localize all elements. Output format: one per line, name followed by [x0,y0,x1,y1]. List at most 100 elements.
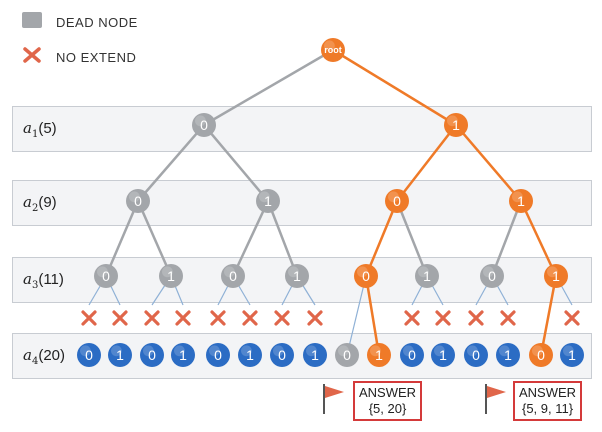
tree-node-l2: 1 [509,189,533,213]
tree-node-l4: 1 [303,343,327,367]
level-label-a4: a4(20) [23,346,66,367]
cross-icon [175,310,191,326]
svg-text:1: 1 [246,347,254,363]
tree-edge [203,124,269,202]
cross-icon [307,310,323,326]
svg-text:1: 1 [311,347,319,363]
tree-node-l4: 1 [560,343,584,367]
root-node: root [321,38,345,62]
tree-node-l4: 0 [270,343,294,367]
svg-text:1: 1 [517,193,525,209]
cross-icon [112,310,128,326]
tree-edge [266,200,299,277]
tree-node-l3: 0 [94,264,118,288]
tree-node-l4: 1 [496,343,520,367]
tree-node-l4: 0 [400,343,424,367]
legend-dead-node: DEAD NODE [22,12,138,32]
level-band-a2: a2(9) [12,180,592,226]
tree-node-l4: 1 [367,343,391,367]
svg-text:0: 0 [134,193,142,209]
tree-edge [395,200,429,277]
answer-1-set: {5, 20} [368,401,407,416]
tree-node-l2: 0 [126,189,150,213]
cross-icon [81,310,97,326]
tree-node-l4: 0 [206,343,230,367]
legend-no-extend: NO EXTEND [22,46,136,68]
svg-text:1: 1 [504,347,512,363]
level-label-a3: a3(11) [23,270,64,291]
tree-edge [104,200,140,277]
svg-text:0: 0 [278,347,286,363]
answer-1-title: ANSWER [359,385,417,400]
tree-node-l4: 1 [171,343,195,367]
legend-no-extend-label: NO EXTEND [56,49,137,65]
tree-node-l4: 1 [431,343,455,367]
svg-text:1: 1 [568,347,576,363]
svg-text:0: 0 [102,268,110,284]
cross-icon [242,310,258,326]
tree-node-l1: 0 [192,113,216,137]
cross-icon [404,310,420,326]
flag-icon [320,382,346,420]
tree-edge [396,124,457,202]
answer-2-set: {5, 9, 11} [521,401,574,416]
cross-icon [22,46,42,68]
svg-text:1: 1 [179,347,187,363]
tree-node-l3: 1 [285,264,309,288]
svg-text:0: 0 [229,268,237,284]
svg-text:1: 1 [264,193,272,209]
tree-edge [136,200,173,277]
answer-2-title: ANSWER [519,385,577,400]
svg-text:0: 0 [200,117,208,133]
tree-edge [519,200,558,277]
tree-edge [203,48,334,127]
svg-text:1: 1 [452,117,460,133]
cross-icon [435,310,451,326]
svg-text:0: 0 [488,268,496,284]
cross-icon [468,310,484,326]
tree-edge [231,200,270,277]
tree-node-l4: 0 [140,343,164,367]
cross-icon [210,310,226,326]
cross-icon [564,310,580,326]
tree-edge [332,48,457,127]
tree-node-l3: 0 [354,264,378,288]
tree-edge [137,124,205,202]
answer-box-1: ANSWER {5, 20} [353,381,423,421]
svg-text:1: 1 [167,268,175,284]
svg-text:0: 0 [393,193,401,209]
svg-text:0: 0 [362,268,370,284]
answer-box-2: ANSWER {5, 9, 11} [513,381,583,421]
cross-icon [144,310,160,326]
svg-text:0: 0 [537,347,545,363]
svg-text:0: 0 [408,347,416,363]
svg-text:1: 1 [375,347,383,363]
svg-text:0: 0 [214,347,222,363]
tree-edge [364,200,399,277]
svg-text:1: 1 [439,347,447,363]
tree-node-l4: 1 [108,343,132,367]
tree-node-l2: 1 [256,189,280,213]
tree-node-l3: 1 [159,264,183,288]
cross-icon [500,310,516,326]
tree-edge [539,275,558,356]
svg-text:root: root [324,45,342,55]
dead-node-swatch-icon [22,12,42,32]
level-label-a1: a1(5) [23,119,57,140]
svg-text:1: 1 [116,347,124,363]
tree-node-l3: 0 [221,264,245,288]
tree-node-l3: 1 [415,264,439,288]
svg-text:1: 1 [293,268,301,284]
cross-icon [274,310,290,326]
tree-node-l2: 0 [385,189,409,213]
tree-edge [364,275,381,356]
legend-dead-node-label: DEAD NODE [56,14,138,30]
tree-node-l4: 0 [464,343,488,367]
tree-node-l3: 0 [480,264,504,288]
svg-text:1: 1 [552,268,560,284]
flag-icon [482,382,508,420]
tree-edge [490,200,523,277]
tree-node-l4: 1 [238,343,262,367]
level-label-a2: a2(9) [23,193,57,214]
